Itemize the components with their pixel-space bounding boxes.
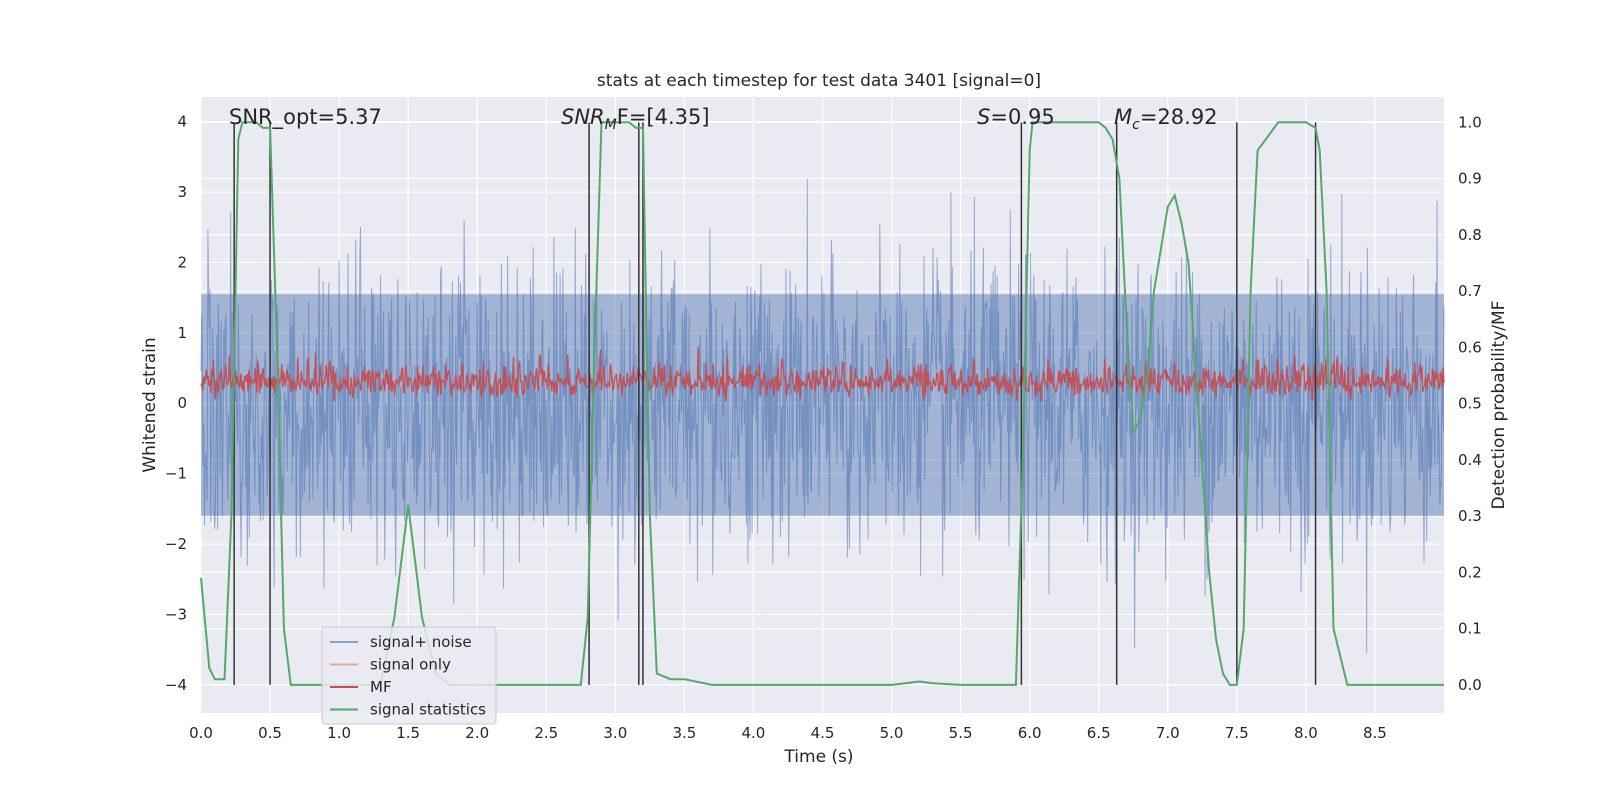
annotation-mc: Mc=28.92 (1114, 105, 1218, 133)
y-right-axis-label: Detection probability/MF (1489, 301, 1509, 510)
y-right-tick-label: 0.9 (1458, 170, 1482, 188)
x-tick-label: 3.0 (603, 724, 627, 742)
y-tick-label: −3 (165, 605, 187, 623)
x-tick-label: 5.0 (880, 724, 904, 742)
y-tick-label: 2 (177, 253, 187, 271)
x-tick-label: 3.5 (672, 724, 696, 742)
y-right-tick-label: 0.4 (1458, 451, 1482, 469)
x-tick-label: 0.0 (189, 724, 213, 742)
legend-box (321, 626, 497, 725)
x-tick-label: 6.0 (1018, 724, 1042, 742)
y-right-tick-label: 0.6 (1458, 338, 1482, 356)
x-tick-label: 6.5 (1087, 724, 1111, 742)
y-right-tick-label: 0.8 (1458, 226, 1482, 244)
y-axis-label: Whitened strain (140, 337, 160, 472)
x-tick-labels: 0.0 0.5 1.0 1.5 2.0 2.5 3.0 3.5 4.0 4.5 5.0 5.5 6.0 6… (189, 724, 1387, 742)
y-tick-labels: −4 −3 −2 −1 0 1 2 3 4 (165, 113, 187, 694)
y-right-tick-label: 0.1 (1458, 620, 1482, 638)
x-tick-label: 2.5 (534, 724, 558, 742)
annotation-snr-opt: SNR_opt=5.37 (229, 105, 382, 130)
legend: signal+ noise signal only MF signal statist… (321, 626, 497, 725)
y-tick-label: 3 (177, 183, 187, 201)
annotation-snr-mf: SNRMF=[4.35] (561, 105, 710, 133)
y-tick-label: −2 (165, 535, 187, 553)
x-tick-label: 7.5 (1225, 724, 1249, 742)
x-tick-label: 4.5 (811, 724, 835, 742)
x-tick-label: 5.5 (949, 724, 973, 742)
legend-label: signal only (370, 656, 451, 674)
legend-label: signal statistics (370, 701, 486, 719)
legend-label: signal+ noise (370, 633, 472, 651)
y-tick-label: 0 (177, 394, 187, 412)
x-tick-label: 8.0 (1294, 724, 1318, 742)
y-right-tick-label: 0.3 (1458, 507, 1482, 525)
x-tick-label: 4.0 (742, 724, 766, 742)
x-tick-label: 2.0 (465, 724, 489, 742)
legend-label: MF (370, 678, 392, 696)
x-tick-label: 1.5 (396, 724, 420, 742)
y-right-tick-labels: 0.0 0.1 0.2 0.3 0.4 0.5 0.6 0.7 0.8 0.9 1.0 (1458, 113, 1482, 694)
series-signal-statistics (200, 121, 1444, 686)
y-tick-label: 4 (177, 113, 187, 131)
x-tick-label: 8.5 (1363, 724, 1387, 742)
y-tick-label: 1 (177, 324, 187, 342)
y-right-tick-label: 1.0 (1458, 113, 1482, 131)
x-tick-label: 0.5 (258, 724, 282, 742)
y-tick-label: −1 (165, 465, 187, 483)
x-tick-label: 7.0 (1156, 724, 1180, 742)
y-tick-label: −4 (165, 676, 187, 694)
y-right-tick-label: 0.0 (1458, 676, 1482, 694)
chart-title: stats at each timestep for test data 340… (597, 71, 1041, 91)
signal-statistics-line (200, 121, 1444, 686)
x-axis-label: Time (s) (783, 747, 853, 767)
y-right-tick-label: 0.5 (1458, 395, 1482, 413)
annotation-s: S=0.95 (977, 105, 1055, 129)
x-tick-label: 1.0 (327, 724, 351, 742)
y-right-tick-label: 0.2 (1458, 563, 1482, 581)
y-right-tick-label: 0.7 (1458, 282, 1482, 300)
